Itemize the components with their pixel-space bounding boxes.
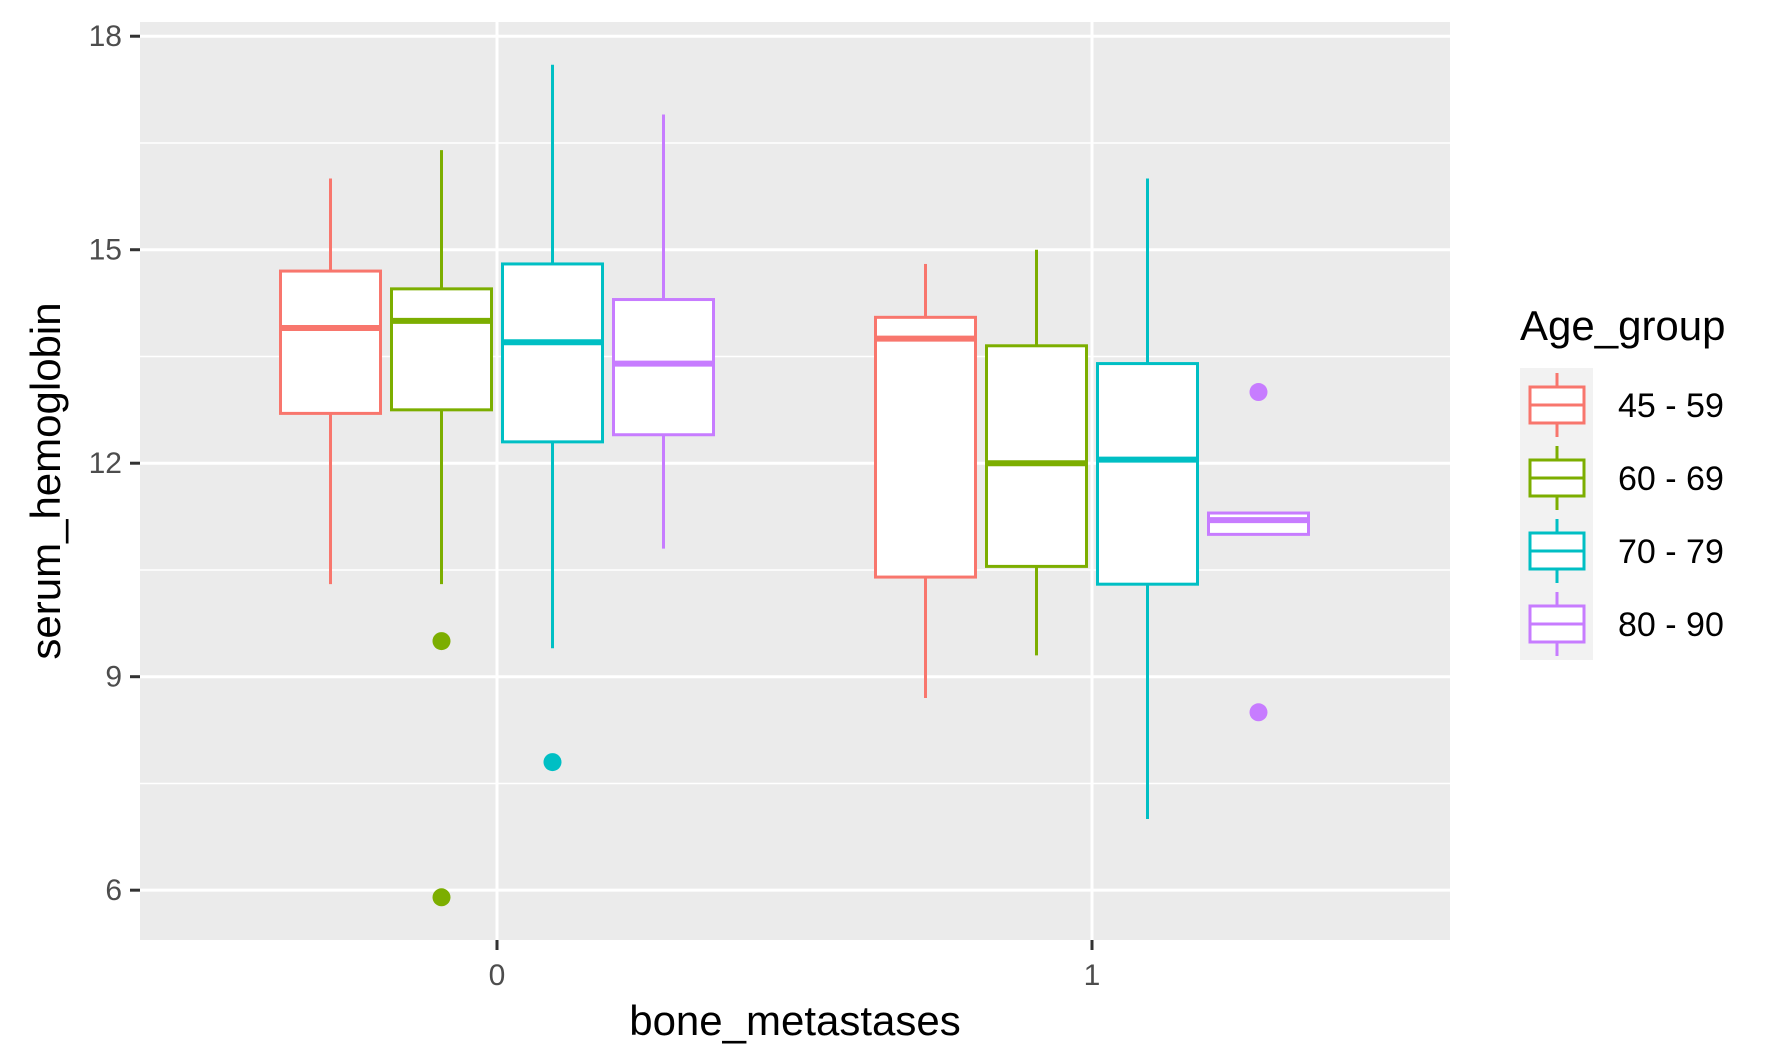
y-tick-label: 18 bbox=[89, 20, 122, 53]
outlier-point bbox=[432, 632, 451, 651]
outlier-point bbox=[543, 753, 562, 772]
legend-item-label: 80 - 90 bbox=[1618, 606, 1724, 644]
plot-panel bbox=[140, 22, 1450, 940]
box-iqr bbox=[279, 269, 382, 415]
legend-items: 45 - 59 60 - 69 70 - 79 80 - 90 bbox=[1528, 373, 1724, 656]
legend: Age_group 45 - 59 60 - 69 70 - 79 80 - 90 bbox=[1520, 302, 1726, 660]
legend-item-label: 70 - 79 bbox=[1618, 533, 1724, 571]
legend-item-80-90: 80 - 90 bbox=[1528, 592, 1724, 656]
boxplot-70-79-cat-0 bbox=[501, 64, 604, 772]
box-iqr bbox=[985, 344, 1088, 568]
boxplot-45-59-cat-1 bbox=[874, 263, 977, 699]
box-iqr bbox=[1207, 511, 1310, 536]
legend-item-70-79: 70 - 79 bbox=[1528, 519, 1724, 583]
outlier-point bbox=[1249, 703, 1268, 722]
x-axis-title: bone_metastases bbox=[629, 997, 961, 1044]
legend-title: Age_group bbox=[1520, 302, 1726, 349]
y-tick-label: 12 bbox=[89, 447, 122, 480]
boxplot-60-69-cat-1 bbox=[985, 249, 1088, 656]
box-iqr bbox=[1096, 362, 1199, 586]
legend-item-45-59: 45 - 59 bbox=[1528, 373, 1724, 437]
major-gridlines bbox=[140, 22, 1450, 940]
box-iqr bbox=[612, 298, 715, 437]
boxplot-80-90-cat-0 bbox=[612, 114, 715, 549]
boxplot-70-79-cat-1 bbox=[1096, 178, 1199, 820]
y-axis-title: serum_hemoglobin bbox=[22, 302, 69, 659]
legend-item-label: 60 - 69 bbox=[1618, 460, 1724, 498]
x-tick-label: 0 bbox=[489, 959, 506, 992]
box-layer bbox=[279, 64, 1310, 907]
box-iqr bbox=[501, 262, 604, 444]
boxplot-60-69-cat-0 bbox=[390, 150, 493, 907]
boxplot-80-90-cat-1 bbox=[1207, 383, 1310, 722]
x-tick-label: 1 bbox=[1084, 959, 1101, 992]
y-tick-label: 15 bbox=[89, 234, 122, 267]
outlier-point bbox=[1249, 383, 1268, 402]
box-iqr bbox=[874, 315, 977, 579]
y-tick-label: 9 bbox=[105, 661, 122, 694]
box-iqr bbox=[390, 287, 493, 412]
y-axis: 6 9 12 15 18 bbox=[89, 20, 140, 907]
boxplot-45-59-cat-0 bbox=[279, 178, 382, 585]
legend-item-60-69: 60 - 69 bbox=[1528, 446, 1724, 510]
y-tick-label: 6 bbox=[105, 874, 122, 907]
outlier-point bbox=[432, 888, 451, 907]
legend-item-label: 45 - 59 bbox=[1618, 387, 1724, 425]
